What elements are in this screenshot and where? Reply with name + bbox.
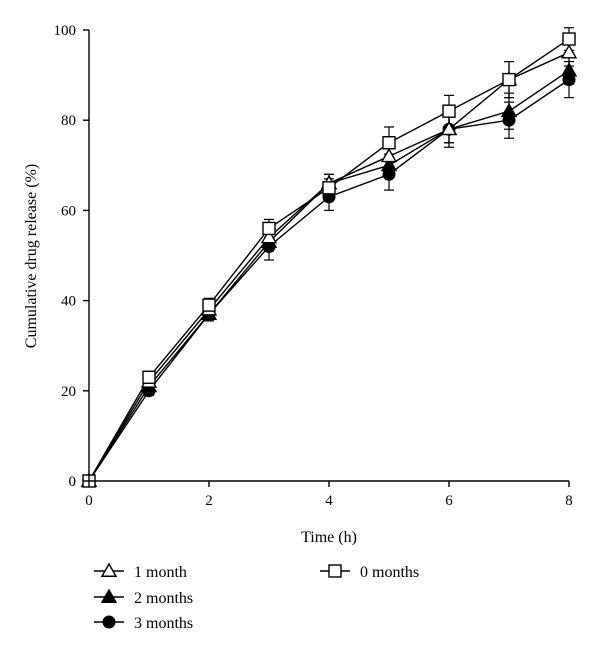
data-point-1-month — [260, 229, 278, 244]
x-tick-label: 8 — [565, 493, 573, 509]
y-axis-title: Cumulative drug release (%) — [23, 164, 40, 348]
y-tick-label: 40 — [61, 294, 76, 310]
data-point-2-months — [500, 102, 518, 118]
x-tick-label: 6 — [445, 493, 453, 509]
y-tick-label: 20 — [61, 384, 76, 400]
legend-label-3-months: 3 months — [134, 615, 193, 632]
data-point-1-month — [380, 147, 398, 163]
legend-label-0-months: 0 months — [360, 564, 419, 581]
y-tick-label: 100 — [54, 23, 77, 39]
y-tick-label: 80 — [61, 113, 76, 129]
legend-label-2-months: 2 months — [134, 590, 193, 607]
x-tick-label: 2 — [205, 493, 213, 509]
y-tick-label: 0 — [69, 474, 77, 490]
data-point-0-months — [262, 221, 276, 236]
data-point-0-months — [142, 370, 156, 384]
legend-marker-3-months — [102, 615, 116, 629]
data-point-1-month — [440, 120, 458, 136]
x-axis-title: Time (h) — [301, 529, 357, 546]
legend-marker-0-months — [328, 564, 342, 578]
data-markers — [80, 32, 578, 488]
data-point-0-months — [562, 32, 576, 46]
plot-lines — [88, 38, 570, 482]
legend-marker-1-month — [100, 562, 118, 577]
series-line-3-months — [88, 79, 570, 482]
data-point-0-months — [502, 72, 516, 87]
data-point-0-months — [442, 104, 456, 118]
legend-marker-2-months — [100, 588, 118, 603]
x-tick-label: 4 — [325, 493, 333, 509]
data-point-0-months — [202, 298, 216, 312]
data-point-0-months — [322, 181, 336, 195]
legend-label-1-month: 1 month — [134, 564, 187, 581]
y-tick-label: 60 — [61, 203, 76, 219]
legend: 1 month 2 months 3 months 0 months — [94, 562, 419, 632]
data-point-1-month — [560, 44, 578, 59]
series-line-2-months — [88, 70, 570, 482]
data-point-2-months — [560, 62, 578, 77]
data-point-0-months — [382, 136, 396, 150]
data-point-2-months — [380, 156, 398, 172]
x-tick-label: 0 — [85, 493, 93, 509]
series-line-1-month — [88, 51, 570, 482]
series-line-0-months — [88, 38, 570, 482]
